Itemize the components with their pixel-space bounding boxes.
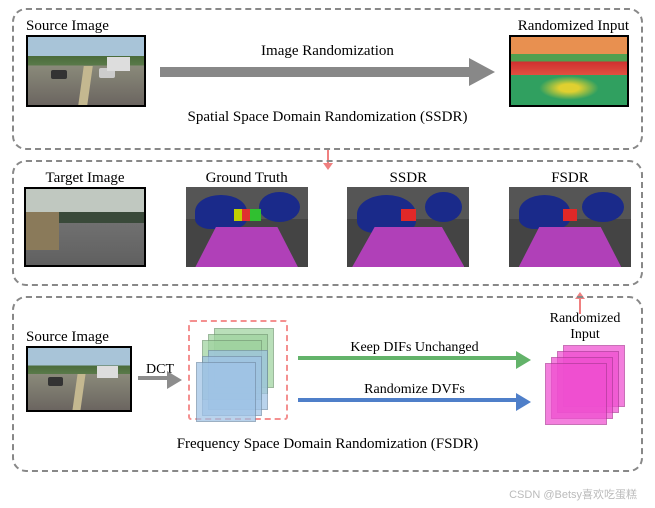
source-label-2: Source Image (26, 329, 132, 346)
branch-arrows: Keep DIFs Unchanged Randomize DVFs (294, 340, 535, 400)
fsdr-row: Source Image DCT Keep DIFs Unchanged Ran… (26, 306, 629, 434)
compare-panel: Target Image Ground Truth SSDR FSDR (12, 160, 643, 286)
fsdr-panel: Source Image DCT Keep DIFs Unchanged Ran… (12, 296, 643, 472)
ssdr-seg (347, 187, 469, 267)
source-image-2 (26, 346, 132, 412)
hdr-target: Target Image (24, 170, 146, 187)
ssdr-caption: Spatial Space Domain Randomization (SSDR… (26, 109, 629, 126)
fsdr-seg (509, 187, 631, 267)
watermark: CSDN @Betsy喜欢吃蛋糕 (509, 486, 637, 502)
output-stack (541, 345, 629, 429)
out-label-bot: Input (541, 327, 629, 343)
gt-seg (186, 187, 308, 267)
hdr-gt: Ground Truth (186, 170, 308, 187)
source-image (26, 35, 146, 107)
ssdr-panel: Source Image Image Randomization Randomi… (12, 8, 643, 150)
col-fsdr: FSDR (509, 170, 631, 267)
output-block: Randomized Input (541, 311, 629, 429)
keep-label: Keep DIFs Unchanged (298, 340, 531, 356)
compare-row: Target Image Ground Truth SSDR FSDR (24, 170, 631, 267)
target-image (24, 187, 146, 267)
dct-arrow-block: DCT (138, 362, 182, 378)
source-block: Source Image (26, 18, 146, 107)
hdr-ssdr: SSDR (347, 170, 469, 187)
freq-stack-box (188, 320, 288, 420)
hdr-fsdr: FSDR (509, 170, 631, 187)
rand-dvf-label: Randomize DVFs (298, 382, 531, 398)
arrow-block: Image Randomization (154, 43, 501, 82)
freq-stack (196, 328, 280, 412)
ssdr-row: Source Image Image Randomization Randomi… (26, 18, 629, 107)
source-block-2: Source Image (26, 329, 132, 412)
rand-label: Randomized Input (509, 18, 629, 35)
fsdr-caption: Frequency Space Domain Randomization (FS… (26, 436, 629, 453)
out-label-top: Randomized (541, 311, 629, 327)
arrow-label: Image Randomization (154, 43, 501, 60)
col-gt: Ground Truth (186, 170, 308, 267)
rand-block: Randomized Input (509, 18, 629, 107)
randomized-image (509, 35, 629, 107)
randomization-arrow (160, 62, 495, 82)
source-label: Source Image (26, 18, 146, 35)
col-target: Target Image (24, 170, 146, 267)
col-ssdr: SSDR (347, 170, 469, 267)
